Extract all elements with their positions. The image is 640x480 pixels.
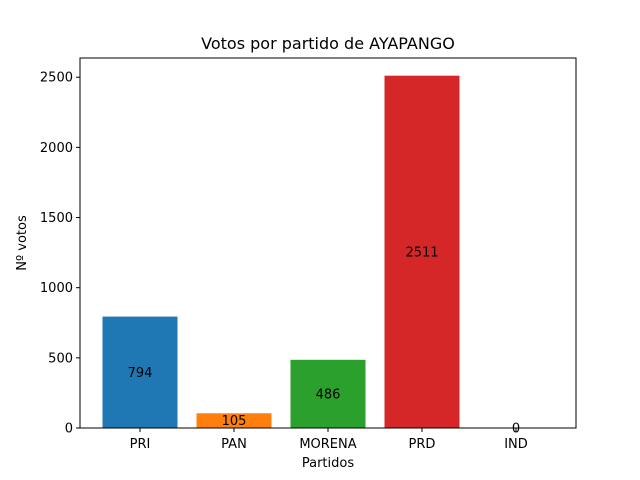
chart-title: Votos por partido de AYAPANGO [201,34,455,53]
x-tick-label-morena: MORENA [299,437,356,452]
y-tick-label: 1500 [40,211,73,226]
data-label-pri: 794 [128,366,153,381]
y-tick-label: 500 [48,351,73,366]
data-label-prd: 2511 [405,245,438,260]
x-tick-label-ind: IND [504,437,528,452]
bar-morena [290,359,366,428]
y-tick-label: 2000 [40,141,73,156]
data-label-pan: 105 [222,414,247,429]
data-label-morena: 486 [316,387,341,402]
x-axis-label: Partidos [302,456,354,471]
y-tick-label: 2500 [40,71,73,86]
x-tick-label-pan: PAN [221,437,247,452]
bar-pan [196,413,272,428]
x-tick-label-pri: PRI [130,437,151,452]
y-axis-label: Nº votos [15,215,30,271]
bar-prd [384,75,460,428]
bar-pri [102,316,178,428]
y-tick-label: 0 [65,422,73,437]
x-tick-label-prd: PRD [409,437,436,452]
y-tick-label: 1000 [40,281,73,296]
